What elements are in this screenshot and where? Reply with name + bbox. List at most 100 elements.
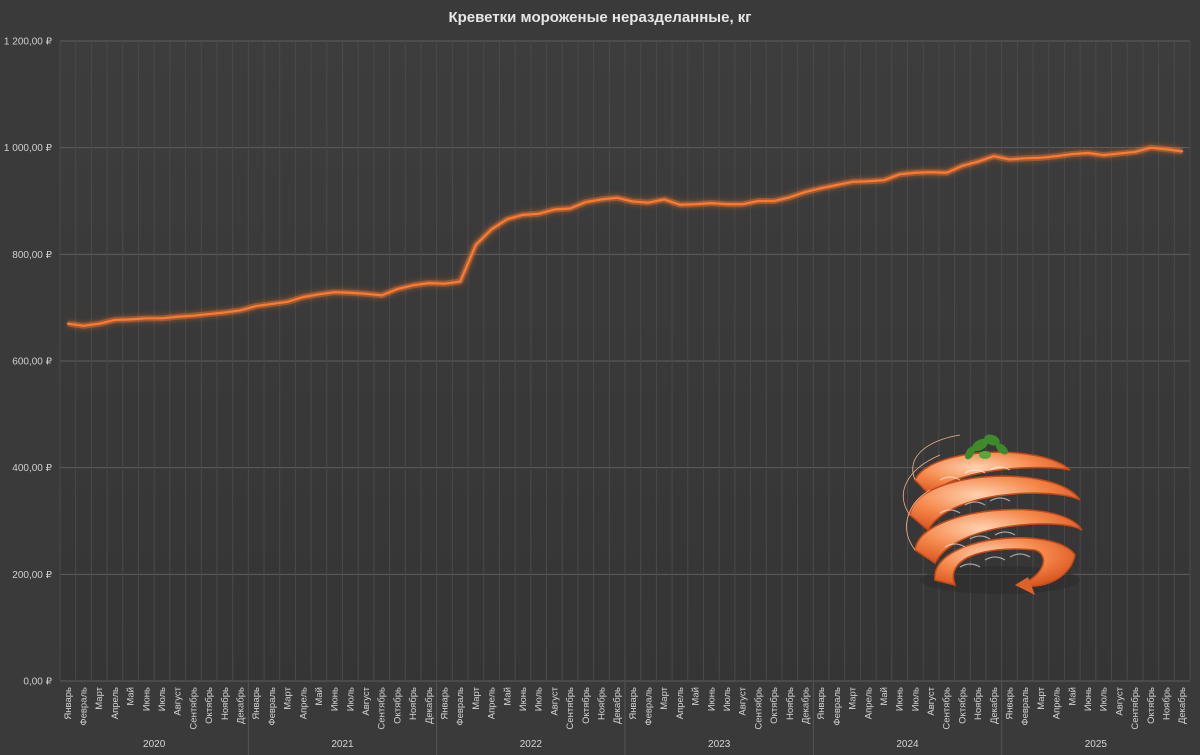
data-point [679, 203, 681, 206]
x-tick-label: Декабрь [989, 687, 1000, 724]
x-tick-label: Июнь [706, 687, 717, 711]
year-label: 2022 [520, 739, 543, 750]
data-point [412, 284, 414, 287]
data-point [349, 291, 352, 294]
x-tick-label: Март [848, 686, 859, 709]
x-tick-label: Январь [440, 687, 451, 720]
x-tick-label: Октябрь [581, 687, 592, 724]
data-point [208, 313, 210, 315]
x-tick-label: Август [549, 686, 560, 715]
data-point [506, 218, 509, 220]
year-label: 2023 [708, 739, 731, 750]
x-tick-label: Ноябрь [596, 687, 607, 720]
data-point [694, 203, 697, 205]
data-point [365, 293, 367, 295]
data-point [788, 196, 791, 199]
data-point [192, 314, 195, 317]
data-point [773, 200, 775, 202]
x-tick-label: Июнь [141, 687, 152, 711]
data-point [380, 294, 383, 297]
year-label: 2024 [896, 739, 919, 750]
x-tick-label: Апрель [487, 687, 498, 719]
data-point [333, 291, 336, 294]
x-tick-label: Май [1067, 687, 1078, 706]
x-tick-label: Апрель [863, 687, 874, 719]
x-tick-label: Февраль [79, 687, 90, 726]
data-point [741, 203, 744, 205]
x-tick-label: Март [1036, 686, 1047, 709]
series-layer [66, 144, 1184, 329]
x-tick-label: Август [738, 686, 749, 715]
x-tick-label: Август [173, 686, 184, 715]
y-tick-label: 600,00 ₽ [12, 357, 52, 368]
data-point [302, 296, 305, 298]
x-tick-label: Июнь [1083, 687, 1094, 711]
x-tick-label: Апрель [675, 687, 686, 719]
x-tick-label: Сентябрь [377, 687, 388, 730]
data-point [1024, 157, 1027, 160]
x-tick-label: Декабрь [235, 687, 246, 724]
x-tick-label: Январь [1005, 687, 1016, 720]
y-tick-label: 400,00 ₽ [12, 463, 52, 474]
x-tick-label: Октябрь [1146, 687, 1157, 724]
data-point [898, 173, 901, 176]
data-point [757, 200, 760, 202]
data-point [1071, 153, 1074, 155]
x-tick-label: Февраль [267, 687, 278, 726]
x-tick-label: Июль [1099, 687, 1110, 711]
x-axis: Январь Февраль Март Апрель Май Июнь Июль Август… [63, 686, 1188, 729]
data-point [271, 303, 273, 305]
x-tick-label: Сентябрь [942, 687, 953, 730]
x-tick-label: Декабрь [1177, 687, 1188, 724]
x-tick-label: Ноябрь [785, 687, 796, 720]
data-point [616, 197, 618, 199]
data-point [804, 191, 807, 193]
x-tick-label: Июль [157, 687, 168, 711]
x-tick-label: Январь [816, 687, 827, 720]
data-point [553, 208, 556, 211]
x-tick-label: Май [502, 687, 513, 706]
x-tick-label: Апрель [1052, 687, 1063, 719]
data-point [522, 214, 524, 216]
data-point [1040, 157, 1042, 159]
x-tick-label: Июнь [895, 687, 906, 711]
x-tick-label: Декабрь [424, 687, 435, 724]
x-tick-label: Январь [628, 687, 639, 720]
data-point [396, 288, 399, 290]
x-tick-label: Июль [722, 687, 733, 711]
data-point [286, 301, 289, 303]
x-tick-label: Апрель [298, 687, 309, 719]
data-point [443, 282, 446, 285]
x-tick-label: Сентябрь [565, 687, 576, 730]
data-point [993, 155, 995, 157]
x-tick-label: Февраль [644, 687, 655, 726]
data-point [1102, 154, 1105, 156]
data-point [145, 317, 148, 320]
x-tick-label: Февраль [832, 687, 843, 726]
x-tick-label: Июль [534, 687, 545, 711]
x-tick-label: Август [926, 686, 937, 715]
data-point [961, 165, 964, 167]
data-point [98, 322, 101, 325]
x-tick-label: Март [283, 686, 294, 709]
data-point [223, 311, 226, 314]
series-line [66, 146, 1184, 327]
data-point [820, 187, 822, 189]
data-point [851, 181, 854, 183]
data-point [176, 315, 179, 318]
y-tick-label: 200,00 ₽ [12, 570, 52, 581]
x-tick-label: Декабрь [612, 687, 623, 724]
x-tick-label: Февраль [1020, 687, 1031, 726]
x-tick-label: Ноябрь [973, 687, 984, 720]
x-tick-label: Февраль [455, 687, 466, 726]
data-point [977, 160, 979, 163]
x-tick-label: Декабрь [800, 687, 811, 724]
data-point [459, 280, 462, 283]
data-point [710, 202, 713, 204]
data-point [867, 180, 870, 183]
x-tick-label: Сентябрь [188, 687, 199, 730]
x-tick-label: Май [126, 687, 137, 706]
x-tick-label: Март [94, 686, 105, 709]
x-tick-label: Октябрь [204, 687, 215, 724]
x-tick-label: Июнь [518, 687, 529, 711]
